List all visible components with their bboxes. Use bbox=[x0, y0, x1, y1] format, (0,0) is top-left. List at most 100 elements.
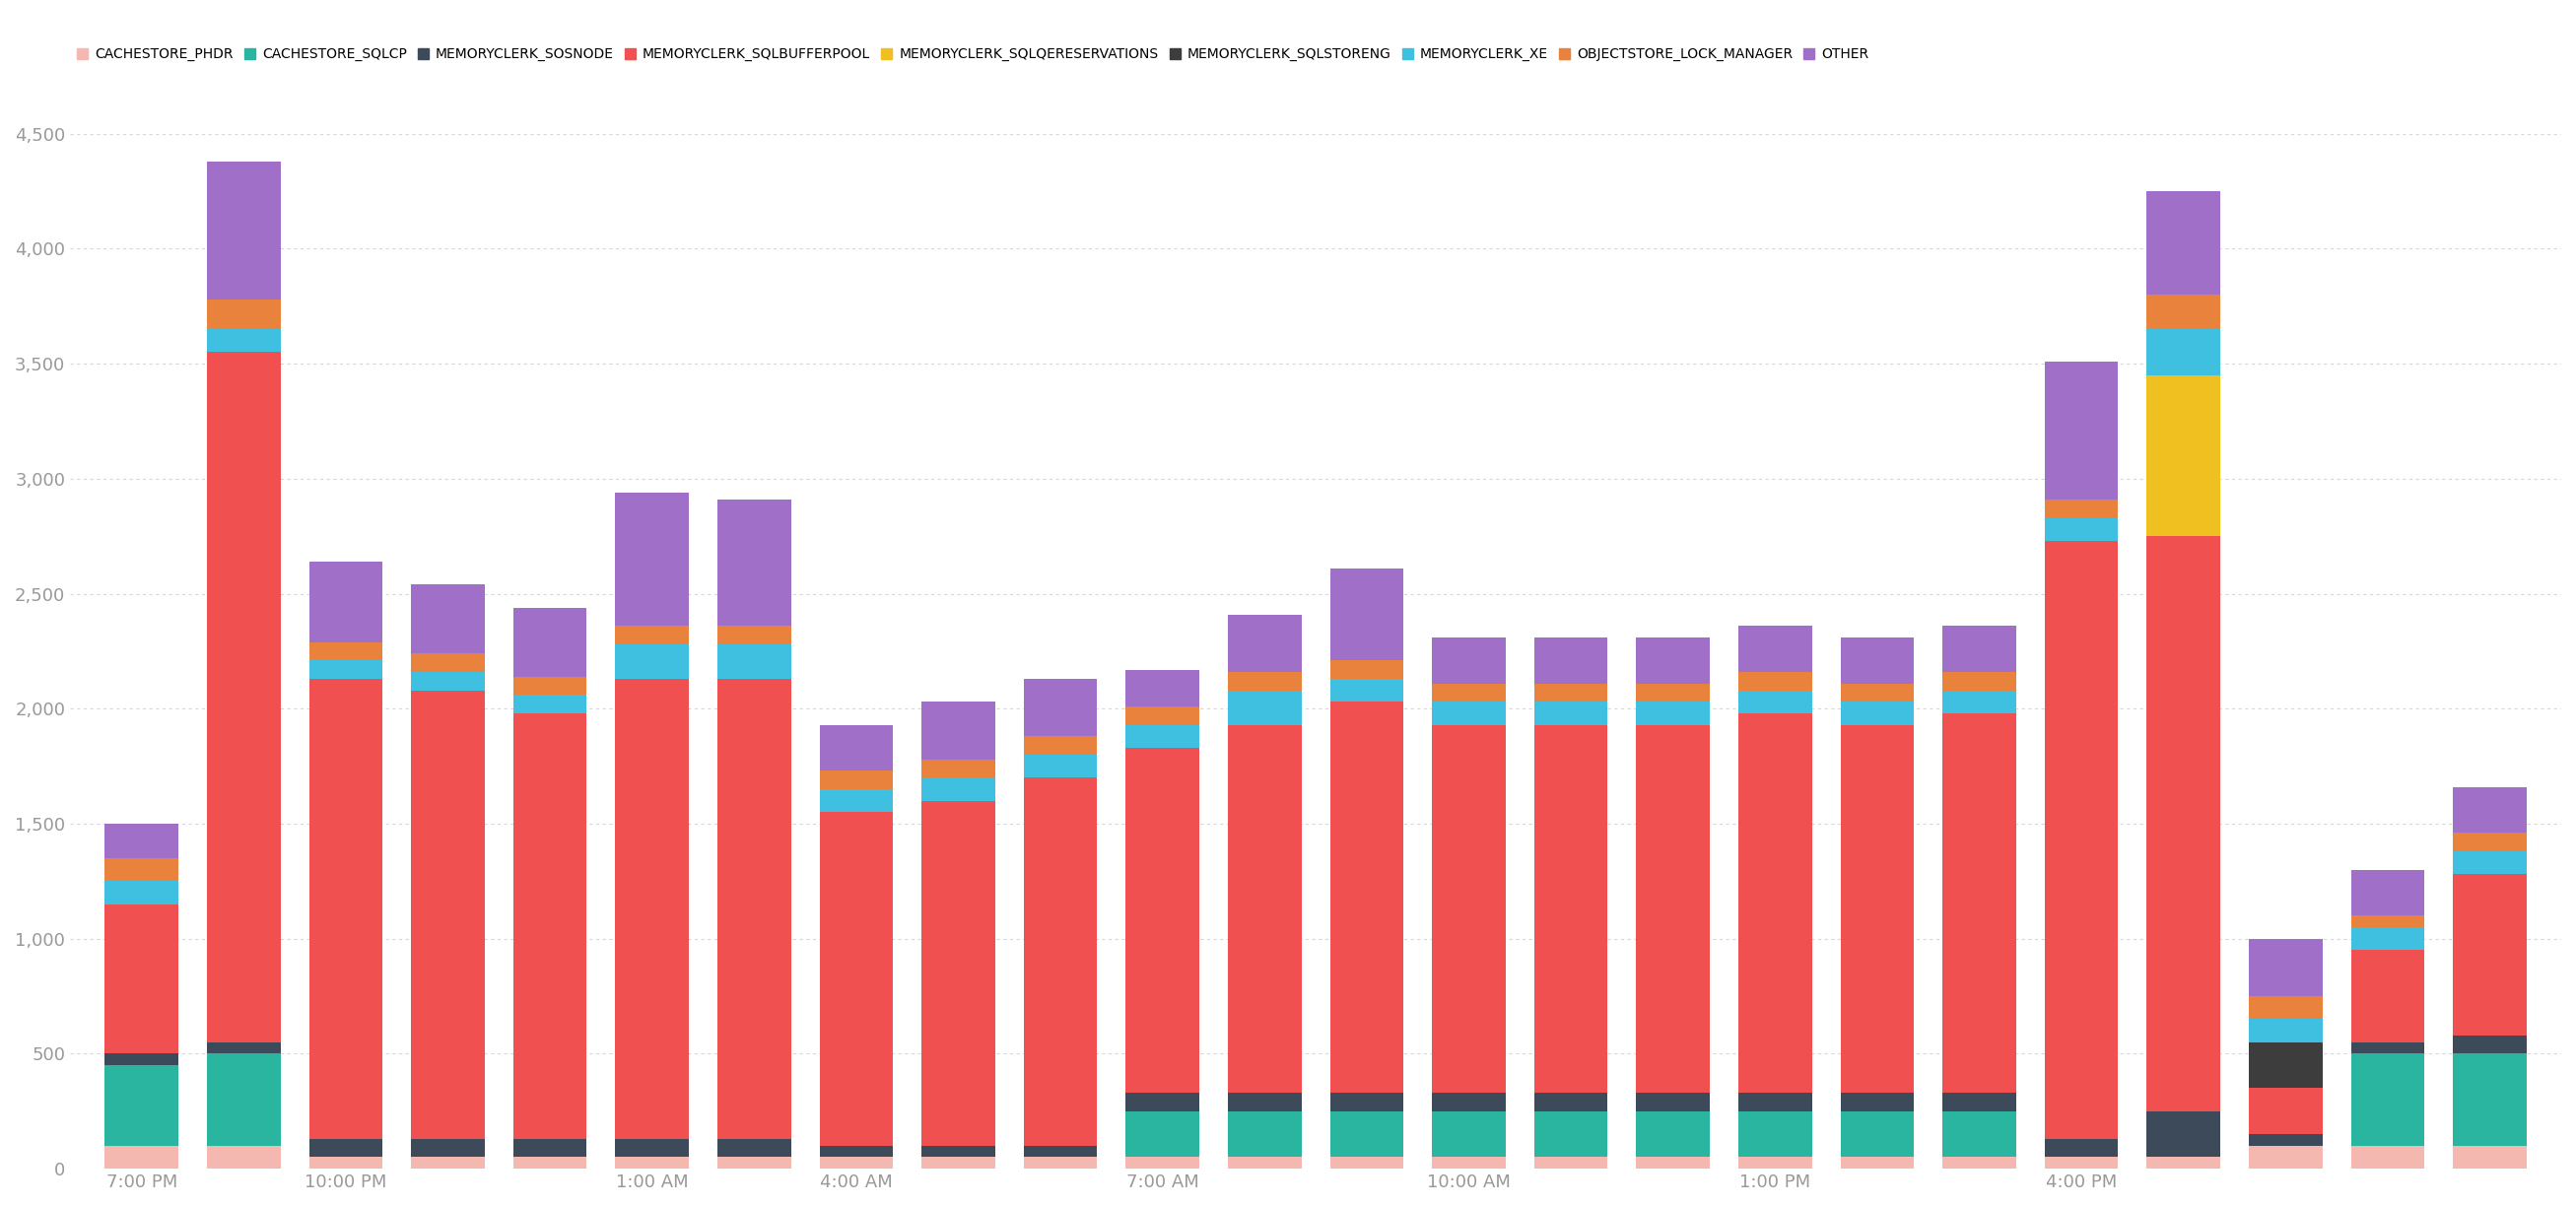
Bar bbox=[412, 1138, 484, 1158]
Bar bbox=[1023, 1146, 1097, 1158]
Bar bbox=[1329, 1111, 1404, 1158]
Bar bbox=[2249, 996, 2324, 1019]
Bar bbox=[2249, 1019, 2324, 1042]
Bar bbox=[1636, 638, 1710, 684]
Bar bbox=[819, 812, 894, 1146]
Bar bbox=[106, 824, 178, 859]
Bar bbox=[1126, 669, 1200, 707]
Bar bbox=[412, 672, 484, 690]
Bar bbox=[309, 642, 381, 661]
Bar bbox=[2452, 1146, 2527, 1169]
Bar bbox=[1942, 713, 2017, 1093]
Bar bbox=[412, 690, 484, 1138]
Bar bbox=[513, 713, 587, 1138]
Bar bbox=[1839, 725, 1914, 1093]
Bar bbox=[716, 1158, 791, 1169]
Bar bbox=[2249, 1088, 2324, 1134]
Bar bbox=[2045, 499, 2117, 517]
Bar bbox=[922, 801, 994, 1146]
Bar bbox=[1229, 1093, 1301, 1111]
Bar bbox=[2352, 950, 2424, 1042]
Bar bbox=[2146, 192, 2221, 294]
Bar bbox=[2452, 786, 2527, 833]
Bar bbox=[1329, 702, 1404, 1093]
Bar bbox=[2452, 851, 2527, 874]
Bar bbox=[1839, 1111, 1914, 1158]
Bar bbox=[309, 661, 381, 679]
Bar bbox=[2045, 1138, 2117, 1158]
Bar bbox=[412, 1158, 484, 1169]
Bar bbox=[616, 679, 688, 1138]
Bar bbox=[1329, 1093, 1404, 1111]
Bar bbox=[1432, 725, 1504, 1093]
Bar bbox=[716, 1138, 791, 1158]
Bar bbox=[2352, 927, 2424, 950]
Bar bbox=[2352, 915, 2424, 927]
Bar bbox=[616, 644, 688, 679]
Bar bbox=[819, 1146, 894, 1158]
Bar bbox=[206, 1146, 281, 1169]
Bar bbox=[2452, 874, 2527, 1035]
Bar bbox=[819, 789, 894, 812]
Bar bbox=[2452, 1035, 2527, 1054]
Bar bbox=[1329, 679, 1404, 702]
Bar bbox=[1023, 1158, 1097, 1169]
Bar bbox=[2146, 1111, 2221, 1158]
Bar bbox=[206, 1054, 281, 1146]
Bar bbox=[922, 1146, 994, 1158]
Bar bbox=[1432, 1158, 1504, 1169]
Bar bbox=[1535, 702, 1607, 725]
Bar bbox=[1023, 755, 1097, 778]
Bar bbox=[106, 1065, 178, 1146]
Bar bbox=[819, 1158, 894, 1169]
Bar bbox=[106, 882, 178, 904]
Bar bbox=[1739, 1111, 1811, 1158]
Bar bbox=[1739, 672, 1811, 690]
Bar bbox=[106, 1054, 178, 1065]
Bar bbox=[2146, 329, 2221, 375]
Bar bbox=[1636, 725, 1710, 1093]
Bar bbox=[206, 352, 281, 1042]
Bar bbox=[2146, 1158, 2221, 1169]
Bar bbox=[1126, 748, 1200, 1093]
Bar bbox=[2045, 362, 2117, 499]
Bar bbox=[1739, 1093, 1811, 1111]
Bar bbox=[1839, 684, 1914, 702]
Bar bbox=[1636, 1111, 1710, 1158]
Bar bbox=[1023, 737, 1097, 755]
Bar bbox=[513, 677, 587, 695]
Bar bbox=[2452, 833, 2527, 851]
Bar bbox=[1023, 679, 1097, 737]
Bar bbox=[819, 725, 894, 771]
Bar bbox=[616, 1158, 688, 1169]
Bar bbox=[513, 1138, 587, 1158]
Legend: CACHESTORE_PHDR, CACHESTORE_SQLCP, MEMORYCLERK_SOSNODE, MEMORYCLERK_SQLBUFFERPOO: CACHESTORE_PHDR, CACHESTORE_SQLCP, MEMOR… bbox=[77, 47, 1868, 62]
Bar bbox=[2352, 1042, 2424, 1054]
Bar bbox=[1839, 702, 1914, 725]
Bar bbox=[1329, 568, 1404, 661]
Bar bbox=[1535, 1093, 1607, 1111]
Bar bbox=[922, 1158, 994, 1169]
Bar bbox=[1636, 702, 1710, 725]
Bar bbox=[1329, 661, 1404, 679]
Bar bbox=[2352, 870, 2424, 915]
Bar bbox=[1432, 684, 1504, 702]
Bar bbox=[513, 695, 587, 713]
Bar bbox=[1535, 684, 1607, 702]
Bar bbox=[1942, 690, 2017, 713]
Bar bbox=[1432, 638, 1504, 684]
Bar bbox=[1535, 638, 1607, 684]
Bar bbox=[716, 626, 791, 644]
Bar bbox=[412, 585, 484, 654]
Bar bbox=[206, 299, 281, 329]
Bar bbox=[1636, 1158, 1710, 1169]
Bar bbox=[616, 492, 688, 626]
Bar bbox=[716, 644, 791, 679]
Bar bbox=[2249, 1134, 2324, 1146]
Bar bbox=[1023, 778, 1097, 1146]
Bar bbox=[1942, 626, 2017, 672]
Bar bbox=[1839, 638, 1914, 684]
Bar bbox=[309, 1158, 381, 1169]
Bar bbox=[206, 329, 281, 352]
Bar bbox=[716, 499, 791, 626]
